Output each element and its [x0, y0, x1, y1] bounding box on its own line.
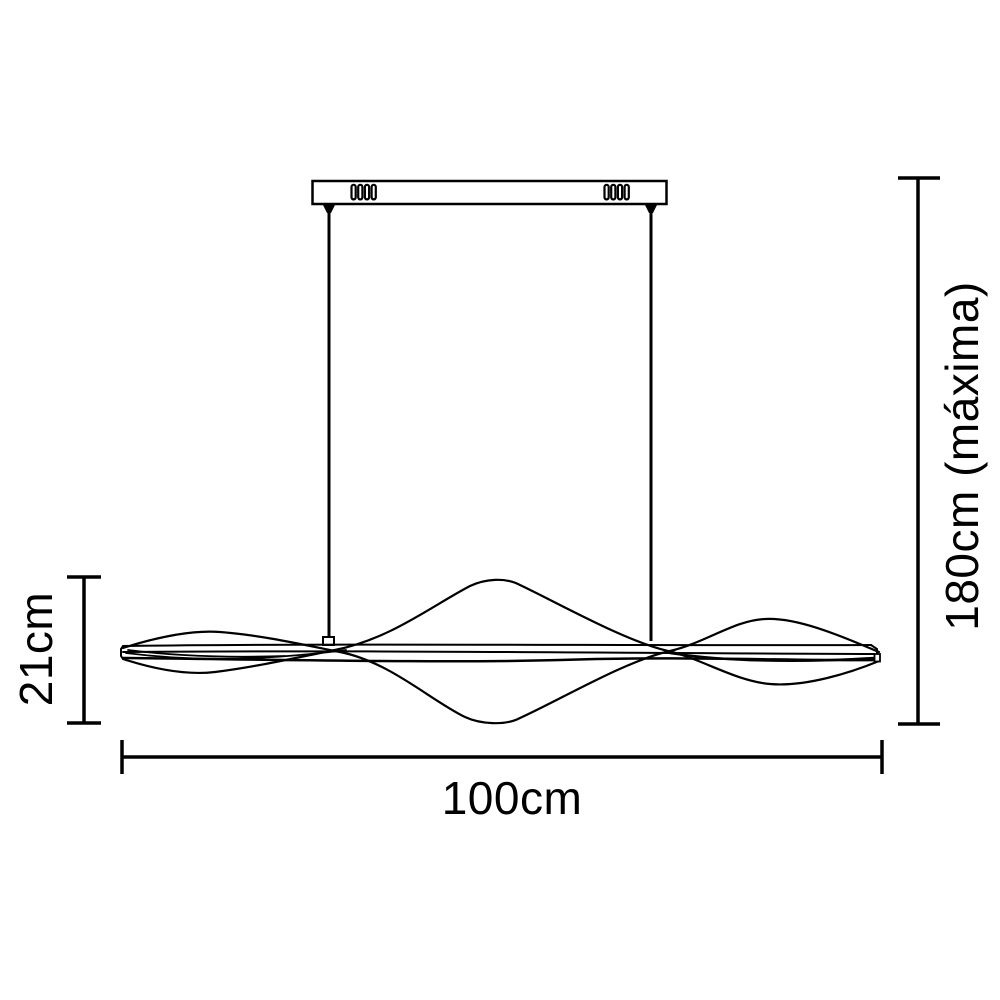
ribbon-inner-edges [125, 649, 876, 662]
led-bar [120, 643, 881, 663]
canopy-slots-left-icon [350, 183, 377, 201]
suspension-cable-left [322, 205, 335, 646]
lamp-width-label: 100cm [441, 772, 583, 824]
lamp-body [120, 578, 881, 725]
ceiling-canopy [311, 179, 668, 206]
dimension-100cm [120, 740, 884, 774]
canopy-slots-right-icon [603, 183, 630, 201]
dimension-180cm [898, 176, 940, 726]
dimension-21cm [67, 575, 101, 725]
max-suspension-height-label: 180cm (máxima) [936, 281, 988, 631]
ribbon-edge-upper [121, 617, 881, 725]
canopy-bar [311, 179, 668, 206]
suspension-cable-right [645, 205, 657, 641]
ribbon-edge-lower [121, 578, 881, 686]
lamp-height-label: 21cm [10, 591, 62, 707]
